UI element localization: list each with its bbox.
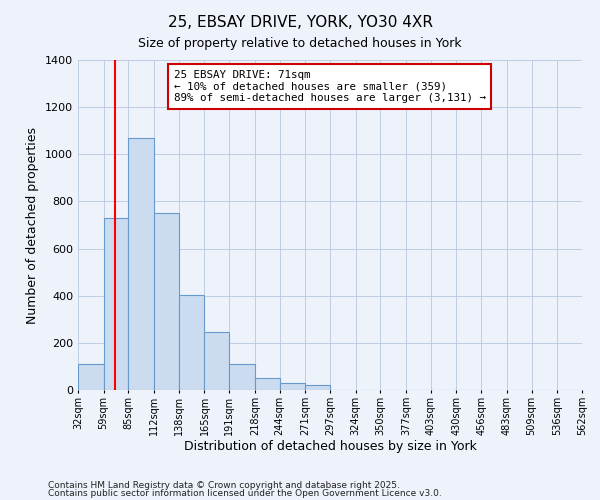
Bar: [78, 364, 104, 390]
X-axis label: Distribution of detached houses by size in York: Distribution of detached houses by size …: [184, 440, 476, 454]
Text: 25, EBSAY DRIVE, YORK, YO30 4XR: 25, EBSAY DRIVE, YORK, YO30 4XR: [167, 15, 433, 30]
Y-axis label: Number of detached properties: Number of detached properties: [26, 126, 40, 324]
Bar: [305, 386, 330, 390]
Text: 25 EBSAY DRIVE: 71sqm
← 10% of detached houses are smaller (359)
89% of semi-det: 25 EBSAY DRIVE: 71sqm ← 10% of detached …: [174, 70, 486, 103]
Bar: [205, 332, 229, 390]
Bar: [104, 218, 128, 390]
Bar: [229, 364, 255, 390]
Text: Contains public sector information licensed under the Open Government Licence v3: Contains public sector information licen…: [48, 489, 442, 498]
Bar: [179, 294, 205, 390]
Bar: [255, 378, 280, 390]
Bar: [128, 138, 154, 390]
Bar: [280, 384, 305, 390]
Bar: [154, 213, 179, 390]
Text: Contains HM Land Registry data © Crown copyright and database right 2025.: Contains HM Land Registry data © Crown c…: [48, 480, 400, 490]
Text: Size of property relative to detached houses in York: Size of property relative to detached ho…: [138, 38, 462, 51]
